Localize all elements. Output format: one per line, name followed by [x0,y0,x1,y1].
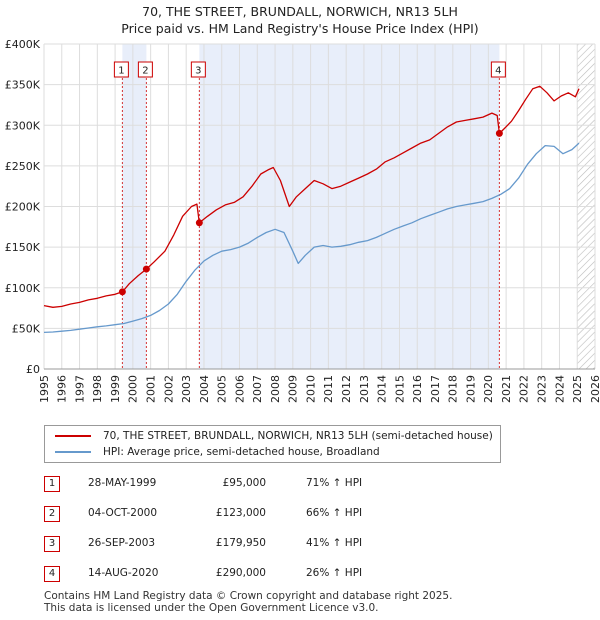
sale-hpi-diff: 26% ↑ HPI [306,567,363,579]
y-tick-label: £50K [12,322,41,335]
price-chart: 1 2 3 4 £0 £50K £100K £150K £200K £250K £300K £350K… [5,38,600,403]
sale-label: 1 [118,66,124,77]
x-tick-label: 1997 [73,375,86,403]
sale-point [142,265,150,273]
legend-swatch-hpi [55,451,91,453]
x-tick-label: 2002 [162,375,175,403]
x-tick-label: 2026 [589,375,600,403]
table-row: 2 04-OCT-2000 £123,000 66% ↑ HPI [44,506,444,524]
sale-marker-label: 4 [44,566,60,582]
legend-label-property: 70, THE STREET, BRUNDALL, NORWICH, NR13 … [103,430,493,442]
footer-license: This data is licensed under the Open Gov… [44,602,379,614]
x-tick-label: 2004 [198,375,211,403]
y-tick-label: £350K [5,79,41,92]
sale-date: 26-SEP-2003 [88,537,156,549]
legend-swatch-property [55,435,91,437]
chart-subtitle: Price paid vs. HM Land Registry's House … [121,21,479,36]
x-tick-label: 1996 [56,375,69,403]
sale-price: £95,000 [222,477,266,489]
x-tick-label: 2008 [269,375,282,403]
sale-hpi-diff: 41% ↑ HPI [306,537,363,549]
sale-label: 2 [142,66,148,77]
sale-marker-label: 1 [44,476,60,492]
sale-label-box [137,61,153,78]
x-tick-label: 2020 [482,375,495,403]
x-tick-label: 2010 [304,375,317,403]
sale-price: £123,000 [215,507,266,519]
sale-price: £179,950 [215,537,266,549]
sale-marker-label: 3 [44,536,60,552]
y-tick-label: £250K [5,160,41,173]
x-tick-label: 2021 [500,375,513,403]
sale-point [118,288,126,296]
x-tick-label: 2019 [464,375,477,403]
sale-date: 04-OCT-2000 [88,507,157,519]
x-tick-label: 2017 [429,375,442,403]
sale-hpi-diff: 71% ↑ HPI [306,477,363,489]
y-tick-label: £0 [26,363,40,376]
sale-hpi-diff: 66% ↑ HPI [306,507,363,519]
legend-item-hpi: HPI: Average price, semi-detached house,… [55,444,380,460]
x-tick-label: 2007 [251,375,264,403]
x-tick-label: 1998 [91,375,104,403]
y-tick-label: £300K [5,119,41,132]
sale-point [495,129,503,137]
y-tick-label: £200K [5,201,41,214]
x-tick-label: 2022 [518,375,531,403]
sale-label: 3 [195,66,201,77]
x-tick-label: 2012 [340,375,353,403]
y-tick-label: £150K [5,241,41,254]
x-tick-label: 2001 [144,375,157,403]
x-tick-label: 2016 [411,375,424,403]
chart-title: 70, THE STREET, BRUNDALL, NORWICH, NR13 … [142,4,458,19]
sale-marker-label: 2 [44,506,60,522]
x-tick-label: 1999 [109,375,122,403]
legend-item-property: 70, THE STREET, BRUNDALL, NORWICH, NR13 … [55,428,493,444]
x-tick-label: 2009 [287,375,300,403]
sale-label-box [190,61,206,78]
x-tick-label: 2025 [571,375,584,403]
sale-label: 4 [495,66,501,77]
table-row: 3 26-SEP-2003 £179,950 41% ↑ HPI [44,536,444,554]
table-row: 1 28-MAY-1999 £95,000 71% ↑ HPI [44,476,444,494]
table-row: 4 14-AUG-2020 £290,000 26% ↑ HPI [44,566,444,584]
y-tick-label: £100K [5,282,41,295]
x-tick-label: 2013 [358,375,371,403]
sale-price: £290,000 [215,567,266,579]
sale-label-box [113,61,129,78]
x-tick-label: 1995 [38,375,51,403]
hpi-series-line [43,142,580,334]
x-tick-label: 2014 [376,375,389,403]
x-tick-label: 2018 [447,375,460,403]
x-tick-label: 2015 [393,375,406,403]
x-tick-label: 2023 [536,375,549,403]
property-series-line [43,85,580,308]
x-tick-label: 2011 [322,375,335,403]
footer: Contains HM Land Registry data © Crown c… [44,590,452,614]
legend: 70, THE STREET, BRUNDALL, NORWICH, NR13 … [44,425,501,463]
x-tick-label: 2005 [216,375,229,403]
x-tick-label: 2024 [553,375,566,403]
sale-label-box [490,61,506,78]
y-tick-label: £400K [5,38,41,51]
legend-label-hpi: HPI: Average price, semi-detached house,… [103,446,380,458]
sale-point [195,219,203,227]
sale-date: 14-AUG-2020 [88,567,159,579]
sale-date: 28-MAY-1999 [88,477,157,489]
x-tick-label: 2006 [233,375,246,403]
x-tick-label: 2000 [127,375,140,403]
footer-copyright: Contains HM Land Registry data © Crown c… [44,590,453,602]
x-tick-label: 2003 [180,375,193,403]
